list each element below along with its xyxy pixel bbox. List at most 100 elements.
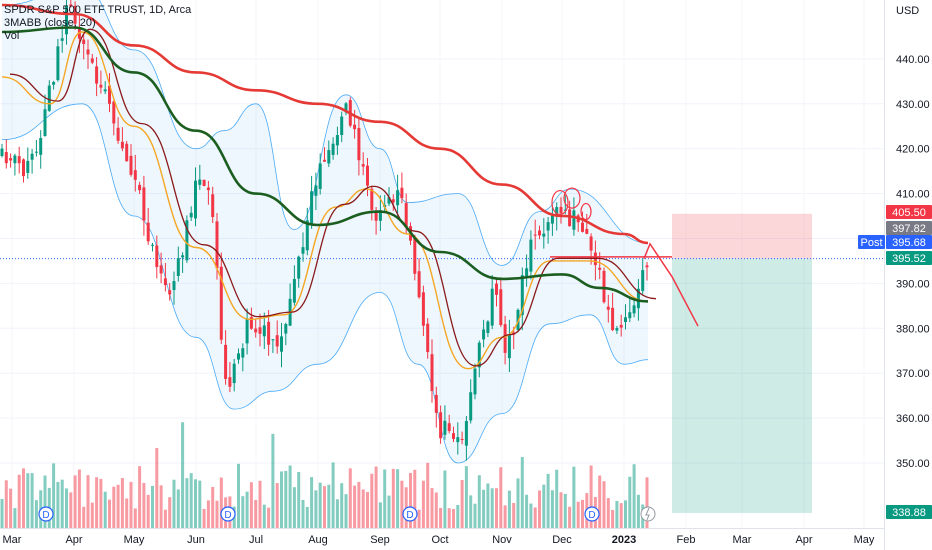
dividend-marker [220, 506, 236, 522]
volume-bar [249, 482, 253, 528]
candle-up [628, 312, 632, 319]
volume-bar [503, 505, 507, 528]
volume-bar [103, 491, 107, 528]
volume-bar [473, 503, 477, 528]
volume-bar [378, 502, 382, 528]
volume-bar [108, 499, 111, 528]
volume-bar [77, 469, 81, 528]
candle-down [133, 170, 137, 180]
candle-up [396, 190, 400, 206]
candle-down [228, 377, 232, 387]
candle-down [275, 335, 279, 347]
volume-bar [340, 483, 344, 528]
candle-down [357, 128, 361, 161]
candle-up [30, 153, 34, 160]
volume-bar [292, 487, 296, 528]
candle-up [546, 222, 550, 231]
candle-down [611, 307, 615, 331]
candle-down [559, 206, 563, 214]
volume-bar [555, 469, 559, 528]
volume-bar [34, 500, 38, 528]
candle-up [185, 220, 189, 261]
legend-volume: Vol [4, 30, 20, 42]
volume-bar [387, 495, 391, 528]
x-tick-label: May [124, 534, 145, 546]
volume-bar [163, 509, 167, 528]
candle-up [624, 317, 627, 322]
candle-up [632, 305, 636, 314]
candle-up [572, 210, 576, 230]
volume-bar [490, 488, 494, 528]
candle-down [602, 270, 606, 303]
volume-bar [82, 506, 86, 528]
top-circle-drawing [551, 189, 569, 216]
legend-indicator: 3MABB (close, 20) [4, 17, 96, 29]
candle-down [249, 317, 253, 329]
candle-down [499, 289, 503, 326]
volume-bar [512, 502, 516, 528]
volume-bar [310, 477, 314, 528]
x-tick-label: Jun [187, 534, 205, 546]
candle-up [172, 281, 176, 291]
x-tick-label: Jul [249, 534, 263, 546]
volume-bar [254, 499, 258, 528]
candle-up [176, 258, 180, 276]
volume-bar [327, 484, 331, 528]
candle-up [34, 151, 38, 153]
candle-down [86, 49, 90, 55]
volume-bar [219, 477, 223, 528]
volume-bar [525, 494, 529, 528]
volume-bar [69, 492, 73, 528]
candle-down [108, 85, 111, 104]
x-tick-label: Aug [308, 534, 328, 546]
volume-bar [434, 492, 438, 528]
volume-bar [181, 422, 185, 528]
volume-bar [563, 493, 567, 528]
price-badge [886, 251, 932, 265]
volume-bar [95, 477, 99, 528]
volume-bar [331, 462, 335, 528]
price-badge-label: 395.52 [892, 253, 926, 265]
volume-bar [370, 473, 374, 528]
volume-bar [572, 466, 576, 528]
y-tick-label: 350.00 [896, 458, 930, 470]
x-tick-label: 2023 [612, 534, 636, 546]
price-badge [886, 221, 932, 235]
volume-bar [133, 508, 137, 528]
candle-up [615, 328, 619, 331]
price-badge [886, 205, 932, 219]
candle-up [456, 437, 460, 443]
candle-down [99, 84, 103, 88]
candle-down [146, 222, 150, 242]
candle-down [404, 203, 408, 228]
volume-bar [628, 476, 632, 528]
dividend-marker-label: D [224, 510, 231, 521]
volume-bar [60, 479, 64, 528]
volume-bar [271, 433, 275, 528]
candle-up [60, 38, 64, 41]
x-tick-label: Apr [795, 534, 812, 546]
volume-bar [568, 506, 572, 528]
candle-up [103, 89, 107, 92]
volume-bar [619, 503, 623, 528]
volume-bar [426, 462, 430, 528]
volume-bar [323, 486, 326, 528]
volume-bar [645, 477, 649, 528]
volume-bar [237, 463, 240, 528]
volume-bar [142, 482, 146, 528]
candle-up [563, 209, 567, 211]
volume-bar [357, 481, 361, 528]
candle-down [77, 28, 81, 39]
volume-bar [589, 465, 593, 528]
legend-symbol: SPDR S&P 500 ETF TRUST, 1D, Arca [4, 4, 192, 16]
candle-down [417, 271, 421, 298]
volume-bar [116, 484, 120, 528]
volume-bar [361, 489, 365, 528]
volume-bar [202, 508, 206, 528]
candle-up [151, 244, 154, 246]
ma-200-line [1, 3, 649, 245]
price-badge [886, 235, 932, 249]
post-market-badge [858, 235, 885, 249]
candle-up [310, 191, 314, 224]
